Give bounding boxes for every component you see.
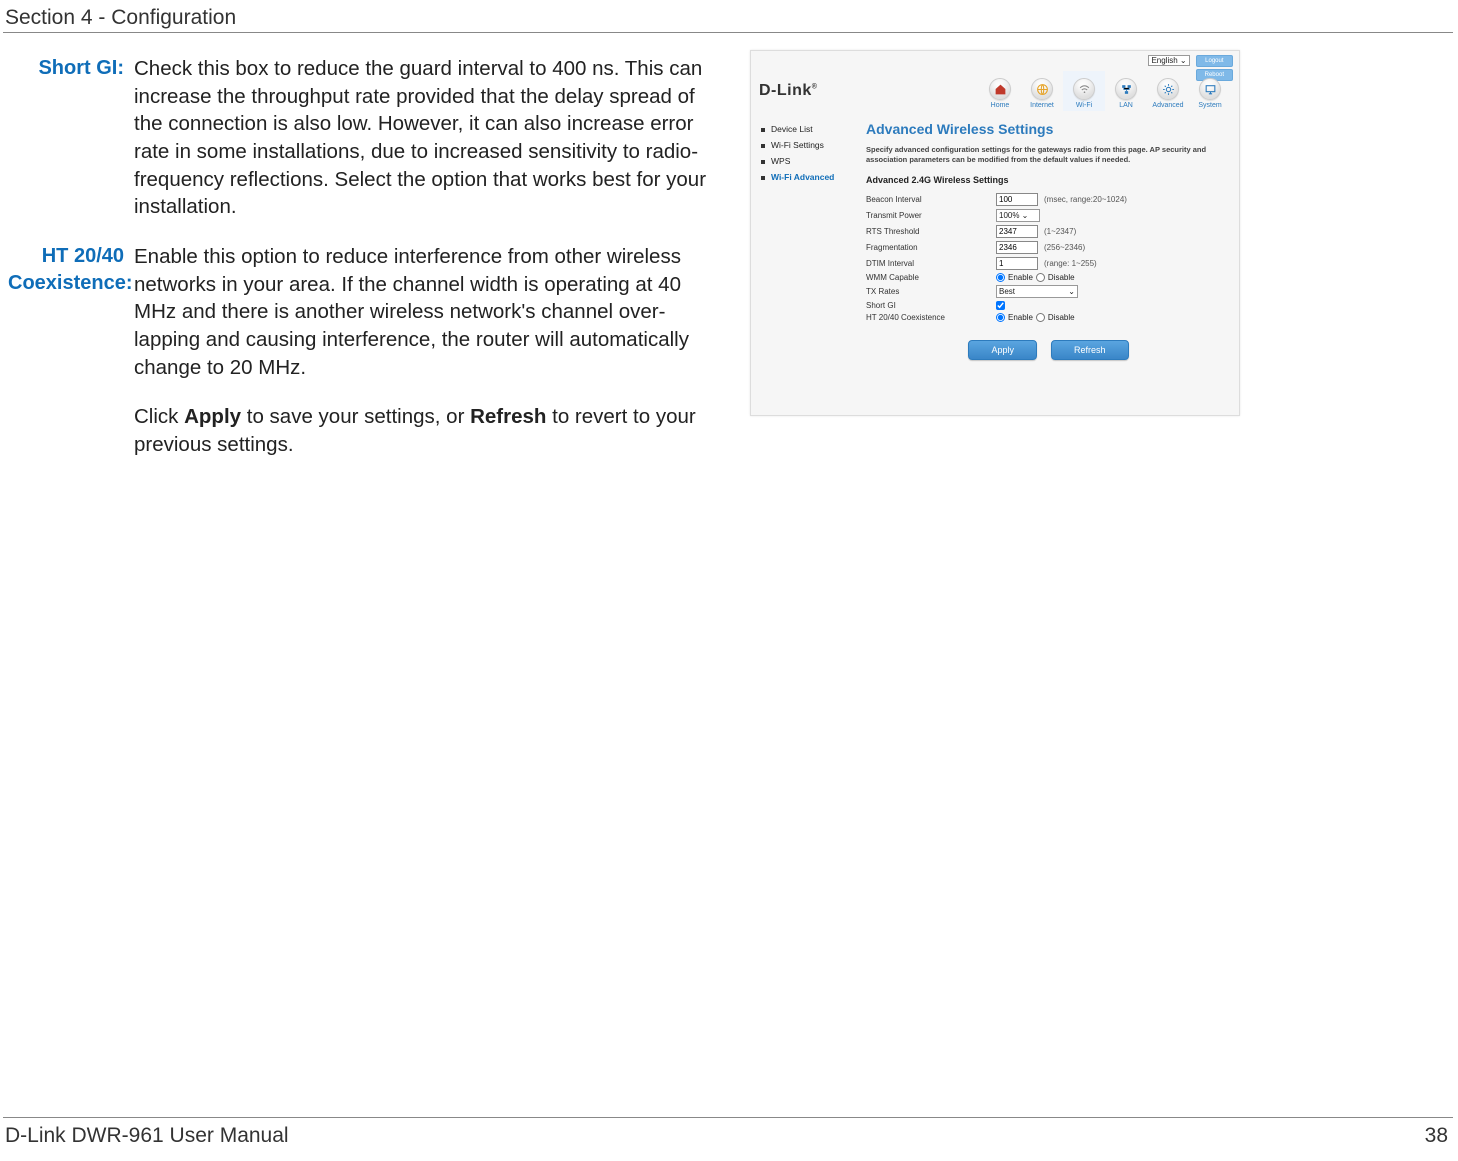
- label-ht: HT 20/40 Coexistence: [866, 313, 996, 322]
- logout-button[interactable]: Logout: [1196, 55, 1233, 67]
- def-short-gi: Short GI: Check this box to reduce the g…: [8, 55, 728, 221]
- radio-label: Enable: [1008, 313, 1033, 322]
- def-body-ht-p1: Enable this option to reduce interferenc…: [134, 243, 728, 381]
- input-dtim[interactable]: [996, 257, 1038, 270]
- apply-button[interactable]: Apply: [968, 340, 1037, 360]
- checkbox-shortgi[interactable]: [996, 301, 1005, 310]
- router-ui-screenshot: English ⌄ Logout Reboot D-Link® Home Int…: [750, 50, 1240, 416]
- page-subtitle: Specify advanced configuration settings …: [866, 145, 1231, 165]
- nav-lan[interactable]: LAN: [1105, 71, 1147, 111]
- nav-label: Advanced: [1152, 102, 1183, 109]
- hint-frag: (256~2346): [1044, 243, 1085, 252]
- row-frag: Fragmentation (256~2346): [866, 241, 1231, 254]
- nav-wifi[interactable]: Wi-Fi: [1063, 71, 1105, 111]
- monitor-icon: [1199, 78, 1221, 100]
- radio-label: Disable: [1048, 313, 1075, 322]
- nav-system[interactable]: System: [1189, 71, 1231, 111]
- footer-page-number: 38: [1425, 1124, 1448, 1148]
- label-shortgi: Short GI: [866, 301, 996, 310]
- nav-label: System: [1198, 102, 1221, 109]
- bold-apply: Apply: [184, 405, 241, 428]
- row-txpower: Transmit Power 100% ⌄: [866, 209, 1231, 222]
- nav-advanced[interactable]: Advanced: [1147, 71, 1189, 111]
- row-beacon: Beacon Interval (msec, range:20~1024): [866, 193, 1231, 206]
- main-panel: Advanced Wireless Settings Specify advan…: [866, 121, 1231, 360]
- gear-icon: [1157, 78, 1179, 100]
- nav-label: Internet: [1030, 102, 1054, 109]
- sidebar-item-device-list[interactable]: Device List: [761, 121, 856, 137]
- row-ht: HT 20/40 Coexistence Enable Disable: [866, 313, 1231, 322]
- bold-refresh: Refresh: [470, 405, 546, 428]
- def-body-short-gi: Check this box to reduce the guard inter…: [130, 55, 728, 221]
- label-txrates: TX Rates: [866, 287, 996, 296]
- sidebar: Device List Wi-Fi Settings WPS Wi-Fi Adv…: [761, 121, 856, 185]
- hint-beacon: (msec, range:20~1024): [1044, 195, 1127, 204]
- nav-label: Home: [991, 102, 1010, 109]
- def-label-ht-l1: HT 20/40: [42, 245, 124, 267]
- sidebar-item-wifi-advanced[interactable]: Wi-Fi Advanced: [761, 169, 856, 185]
- nav-label: LAN: [1119, 102, 1133, 109]
- txt: to save your settings, or: [241, 405, 470, 428]
- select-txrates[interactable]: Best ⌄: [996, 285, 1078, 298]
- label-txpower: Transmit Power: [866, 211, 996, 220]
- input-rts[interactable]: [996, 225, 1038, 238]
- input-frag[interactable]: [996, 241, 1038, 254]
- row-rts: RTS Threshold (1~2347): [866, 225, 1231, 238]
- radio-label: Disable: [1048, 273, 1075, 282]
- nav-icons: Home Internet Wi-Fi LAN Advanced System: [979, 71, 1231, 111]
- def-label-ht: HT 20/40 Coexistence:: [8, 243, 130, 459]
- radio-label: Enable: [1008, 273, 1033, 282]
- def-ht-coexistence: HT 20/40 Coexistence: Enable this option…: [8, 243, 728, 459]
- row-txrates: TX Rates Best ⌄: [866, 285, 1231, 298]
- radio-wmm-enable[interactable]: [996, 273, 1005, 282]
- row-dtim: DTIM Interval (range: 1~255): [866, 257, 1231, 270]
- divider-top: [3, 32, 1453, 33]
- logo-text: D-Link: [759, 82, 812, 99]
- label-dtim: DTIM Interval: [866, 259, 996, 268]
- home-icon: [989, 78, 1011, 100]
- sidebar-item-wifi-settings[interactable]: Wi-Fi Settings: [761, 137, 856, 153]
- def-body-ht: Enable this option to reduce interferenc…: [130, 243, 728, 459]
- hint-dtim: (range: 1~255): [1044, 259, 1097, 268]
- sidebar-item-wps[interactable]: WPS: [761, 153, 856, 169]
- input-beacon[interactable]: [996, 193, 1038, 206]
- row-shortgi: Short GI: [866, 301, 1231, 310]
- label-wmm: WMM Capable: [866, 273, 996, 282]
- label-frag: Fragmentation: [866, 243, 996, 252]
- select-txpower[interactable]: 100% ⌄: [996, 209, 1040, 222]
- wifi-icon: [1073, 78, 1095, 100]
- globe-icon: [1031, 78, 1053, 100]
- nav-row: D-Link® Home Internet Wi-Fi LAN Advanced: [759, 69, 1231, 113]
- language-select[interactable]: English ⌄: [1148, 55, 1189, 66]
- chevron-down-icon: ⌄: [1068, 287, 1075, 296]
- button-row: Apply Refresh: [866, 340, 1231, 360]
- radio-ht-disable[interactable]: [1036, 313, 1045, 322]
- def-body-ht-p2: Click Apply to save your settings, or Re…: [134, 403, 728, 458]
- dlink-logo: D-Link®: [759, 82, 817, 100]
- footer-manual: D-Link DWR-961 User Manual: [5, 1124, 289, 1148]
- txt: Click: [134, 405, 184, 428]
- label-rts: RTS Threshold: [866, 227, 996, 236]
- section-header: Section 4 - Configuration: [5, 6, 236, 30]
- radio-ht-enable[interactable]: [996, 313, 1005, 322]
- def-label-short-gi: Short GI:: [8, 55, 130, 221]
- hint-rts: (1~2347): [1044, 227, 1076, 236]
- def-label-ht-l2: Coexistence:: [8, 272, 133, 294]
- nav-internet[interactable]: Internet: [1021, 71, 1063, 111]
- page-title: Advanced Wireless Settings: [866, 121, 1231, 137]
- nav-home[interactable]: Home: [979, 71, 1021, 111]
- definitions-block: Short GI: Check this box to reduce the g…: [8, 55, 728, 481]
- divider-bottom: [3, 1117, 1453, 1118]
- group-header: Advanced 2.4G Wireless Settings: [866, 175, 1231, 185]
- settings-form: Beacon Interval (msec, range:20~1024) Tr…: [866, 193, 1231, 360]
- row-wmm: WMM Capable Enable Disable: [866, 273, 1231, 282]
- select-value: Best: [999, 287, 1015, 296]
- label-beacon: Beacon Interval: [866, 195, 996, 204]
- lan-icon: [1115, 78, 1137, 100]
- radio-wmm-disable[interactable]: [1036, 273, 1045, 282]
- nav-label: Wi-Fi: [1076, 102, 1092, 109]
- refresh-button[interactable]: Refresh: [1051, 340, 1129, 360]
